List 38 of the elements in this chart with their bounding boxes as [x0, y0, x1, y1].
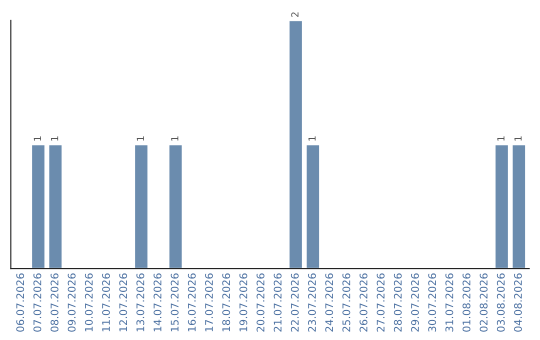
- x-tick-label: 26.07.2026: [360, 273, 368, 332]
- x-tick-label: 21.07.2026: [274, 273, 282, 332]
- x-tick-label: 28.07.2026: [394, 273, 402, 332]
- data-label: 1: [136, 136, 144, 141]
- x-tick-label: 02.08.2026: [480, 273, 488, 332]
- x-tick-label: 31.07.2026: [445, 273, 454, 332]
- x-tick-label: 20.07.2026: [256, 273, 264, 332]
- x-tick-label: 25.07.2026: [342, 273, 350, 332]
- x-tick-label: 07.07.2026: [33, 273, 42, 332]
- x-tick-label: 12.07.2026: [119, 273, 128, 332]
- x-tick-label: 29.07.2026: [411, 273, 419, 332]
- x-tick-label: 18.07.2026: [222, 273, 230, 332]
- data-label: 2: [291, 12, 298, 17]
- x-tick-label: 01.08.2026: [462, 273, 470, 332]
- x-tick-label: 03.08.2026: [496, 273, 505, 332]
- x-tick-label: 17.07.2026: [205, 273, 213, 332]
- x-tick-label: 06.07.2026: [16, 273, 24, 332]
- x-tick-label: 27.07.2026: [376, 273, 385, 332]
- x-tick-label: 10.07.2026: [84, 273, 93, 332]
- data-label: 1: [497, 136, 504, 141]
- x-tick-label: 13.07.2026: [136, 273, 144, 332]
- x-tick-label: 11.07.2026: [102, 273, 110, 332]
- x-tick-label: 19.07.2026: [239, 273, 248, 332]
- x-tick-label: 24.07.2026: [325, 273, 334, 332]
- x-tick-label: 08.07.2026: [50, 273, 58, 332]
- data-label: 1: [34, 136, 41, 141]
- x-tick-label: 14.07.2026: [154, 273, 162, 332]
- x-tick-label: 16.07.2026: [188, 273, 196, 332]
- data-label: 1: [514, 136, 522, 141]
- x-tick-label: 23.07.2026: [308, 273, 316, 332]
- x-tick-label: 15.07.2026: [170, 273, 179, 332]
- x-tick-label: 04.08.2026: [514, 273, 522, 332]
- data-label: 1: [308, 136, 316, 141]
- data-label: 1: [171, 136, 178, 141]
- x-tick-label: 22.07.2026: [290, 273, 299, 332]
- data-label: 1: [51, 136, 58, 141]
- x-tick-label: 09.07.2026: [68, 273, 76, 332]
- x-tick-label: 30.07.2026: [428, 273, 436, 332]
